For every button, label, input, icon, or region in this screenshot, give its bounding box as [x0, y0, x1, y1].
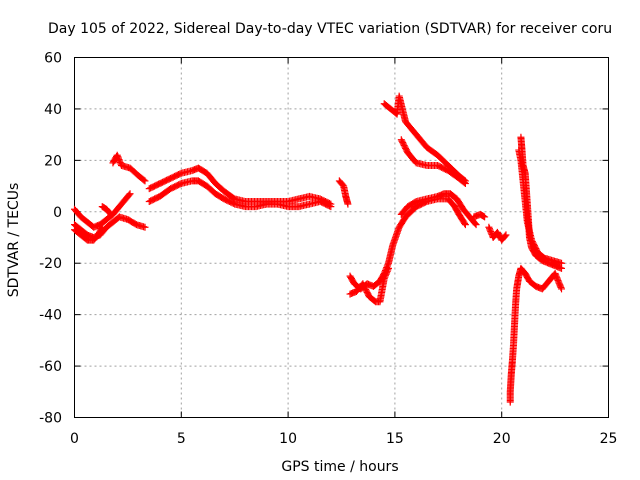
data-point: [327, 203, 335, 211]
data-point: [472, 221, 480, 229]
y-tick-label: 0: [53, 205, 62, 221]
data-point: [502, 231, 510, 239]
data-point: [501, 232, 509, 240]
x-tick-labels: 0 5 10 15 20 25: [70, 431, 617, 447]
data-point: [125, 191, 133, 199]
data-series: [98, 203, 115, 218]
data-point: [486, 226, 494, 234]
data-series: [71, 223, 106, 244]
data-series: [506, 264, 566, 406]
chart-title: Day 105 of 2022, Sidereal Day-to-day VTE…: [48, 21, 612, 37]
data-series: [335, 177, 352, 208]
data-point: [113, 151, 121, 159]
data-series: [397, 136, 469, 187]
y-tick-labels: -80 -60 -40 -20 0 20 40 60: [39, 51, 62, 427]
y-tick-label: -60: [39, 359, 62, 375]
data-point: [380, 275, 388, 283]
data-markers: [71, 92, 566, 406]
x-tick-label: 10: [279, 431, 297, 447]
y-tick-label: -80: [39, 411, 62, 427]
data-series: [109, 151, 149, 185]
x-tick-label: 25: [600, 431, 618, 447]
data-point: [382, 270, 390, 278]
data-point: [384, 264, 392, 272]
data-series: [346, 264, 392, 306]
data-series: [145, 177, 335, 211]
data-point: [98, 225, 106, 232]
data-point: [471, 220, 479, 228]
grid-lines: [74, 57, 609, 418]
data-point: [383, 269, 391, 277]
y-tick-label: 20: [44, 153, 62, 169]
data-series: [397, 190, 480, 229]
data-point: [325, 202, 333, 210]
data-point: [107, 210, 115, 218]
data-point: [114, 154, 122, 162]
data-point: [481, 213, 489, 221]
axis-ticks: [74, 57, 609, 418]
data-point: [140, 176, 148, 184]
data-point: [98, 223, 106, 231]
plot-frame: [74, 57, 609, 418]
data-point: [384, 266, 392, 274]
x-axis-label: GPS time / hours: [281, 459, 398, 475]
data-point: [381, 272, 389, 280]
data-point: [558, 285, 566, 293]
y-tick-label: -40: [39, 308, 62, 324]
data-point: [106, 209, 114, 217]
data-point: [381, 273, 389, 281]
y-axis-label: SDTVAR / TECUs: [6, 183, 22, 298]
data-point: [383, 267, 391, 275]
data-point: [115, 156, 123, 164]
data-point: [126, 190, 134, 198]
data-series: [470, 210, 489, 221]
x-tick-label: 20: [493, 431, 511, 447]
data-series: [71, 190, 134, 231]
data-series: [380, 92, 469, 185]
data-point: [460, 179, 468, 187]
data-point: [485, 223, 493, 231]
data-point: [114, 153, 122, 161]
data-point: [558, 259, 566, 267]
y-tick-label: -20: [39, 256, 62, 272]
data-point: [141, 177, 149, 185]
data-series: [485, 223, 510, 244]
data-series: [346, 195, 469, 293]
data-point: [141, 223, 149, 231]
data-point: [116, 157, 124, 165]
data-point: [485, 225, 493, 233]
data-point: [461, 219, 469, 227]
x-tick-label: 0: [70, 431, 79, 447]
data-point: [344, 200, 352, 208]
x-tick-label: 5: [177, 431, 186, 447]
data-point: [487, 228, 495, 236]
data-series: [515, 146, 566, 267]
data-point: [461, 221, 469, 229]
y-tick-label: 40: [44, 102, 62, 118]
data-point: [461, 180, 469, 187]
data-point: [480, 212, 488, 220]
x-tick-label: 15: [386, 431, 404, 447]
y-tick-label: 60: [44, 51, 62, 67]
